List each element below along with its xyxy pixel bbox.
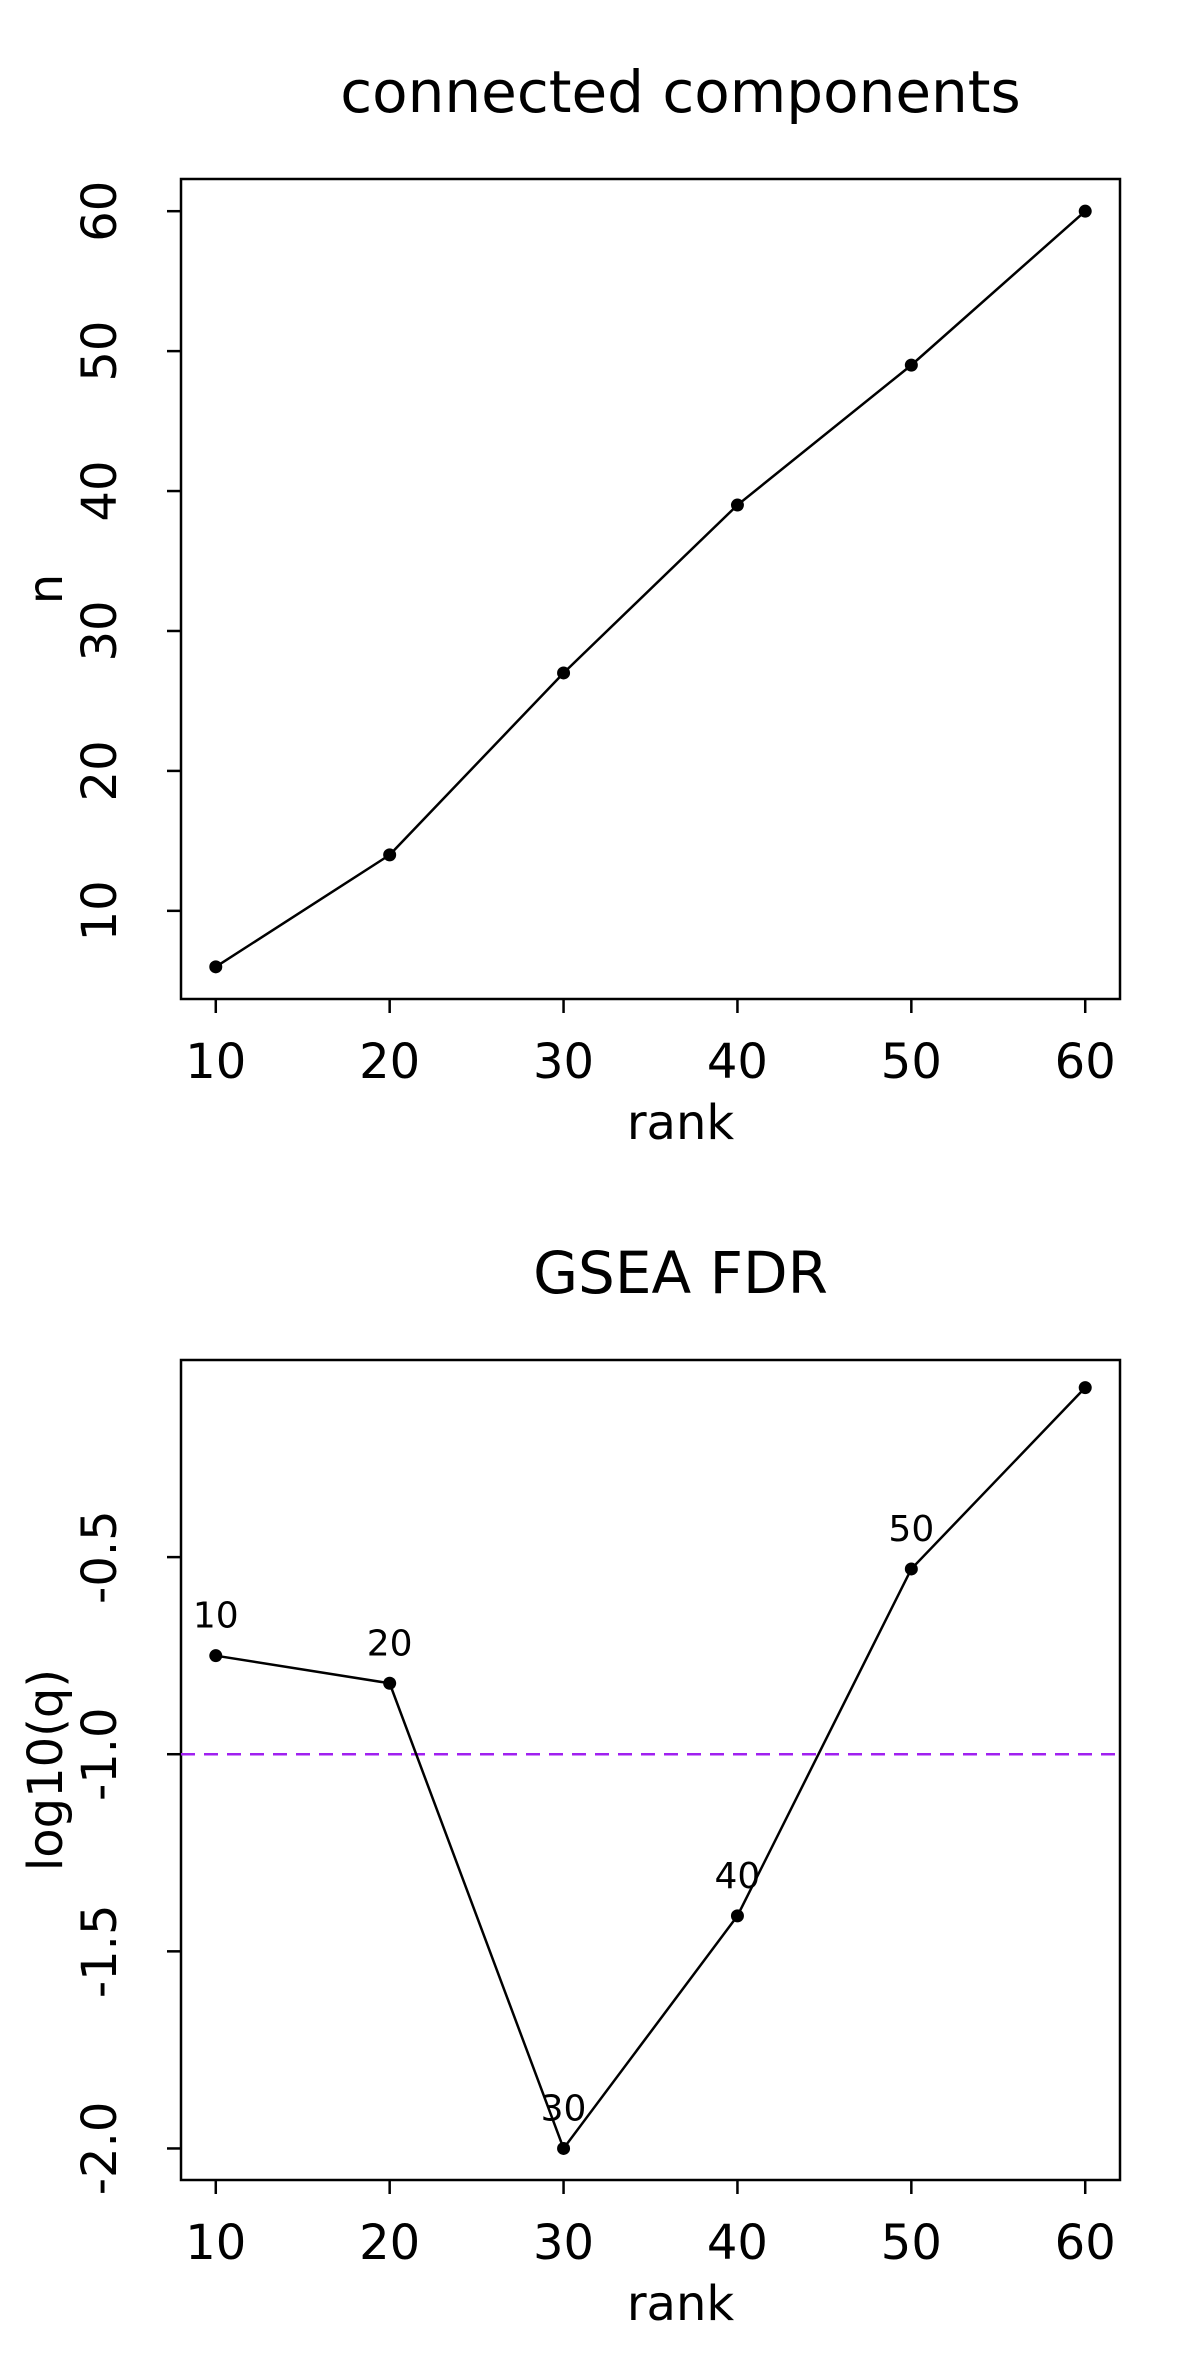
series-line (215, 1386, 1087, 2152)
y-tick-label: 10 (72, 880, 128, 941)
y-axis-label: n (18, 574, 74, 604)
data-point (1078, 1381, 1092, 1395)
y-axis: -2.0 -1.5 -1.0 -0.5 (72, 1510, 181, 2195)
y-tick-label: 50 (72, 321, 128, 382)
data-point (904, 1562, 918, 1576)
y-tick-label: -2.0 (72, 2102, 128, 2196)
y-tick-label: 20 (72, 740, 128, 801)
x-tick-label: 30 (533, 1034, 594, 1090)
y-tick-label: -0.5 (72, 1510, 128, 1604)
chart-panel-2: GSEA FDR 10 20 30 40 50 60 rank -2.0 -1.5 -1.0 -0.5… (18, 1239, 1122, 2332)
x-tick-label: 20 (359, 1034, 420, 1090)
y-tick-label: 30 (72, 600, 128, 661)
chart-title: connected components (340, 58, 1020, 126)
data-point (209, 1649, 223, 1663)
chart-panel-1: connected components 10 20 30 40 50 60 rank 10 20… (18, 58, 1122, 1151)
y-tick-label: 40 (72, 461, 128, 522)
point-label: 30 (541, 2088, 587, 2129)
x-axis-label: rank (627, 2276, 735, 2332)
x-tick-label: 30 (533, 2215, 594, 2271)
data-point (209, 960, 223, 974)
data-point (730, 1909, 744, 1923)
data-point (557, 666, 571, 680)
point-label: 10 (193, 1596, 239, 1637)
x-tick-label: 10 (185, 1034, 246, 1090)
x-axis: 10 20 30 40 50 60 (185, 999, 1116, 1090)
point-label: 20 (367, 1623, 413, 1664)
x-tick-label: 50 (881, 1034, 942, 1090)
x-tick-label: 50 (881, 2215, 942, 2271)
series-line (215, 210, 1087, 968)
x-tick-label: 20 (359, 2215, 420, 2271)
data-point (730, 498, 744, 512)
plot-frame (179, 177, 1122, 1001)
plot-frame (179, 1358, 1122, 2182)
chart-title: GSEA FDR (533, 1239, 828, 1307)
y-axis-label: log10(q) (18, 1669, 74, 1871)
point-label: 50 (888, 1509, 934, 1550)
y-tick-label: 60 (72, 181, 128, 242)
data-point (1078, 204, 1092, 218)
x-axis: 10 20 30 40 50 60 (185, 2180, 1116, 2271)
y-tick-label: -1.5 (72, 1905, 128, 1999)
y-tick-label: -1.0 (72, 1707, 128, 1801)
x-tick-label: 60 (1055, 2215, 1116, 2271)
x-tick-label: 40 (707, 2215, 768, 2271)
data-point (383, 1676, 397, 1690)
x-tick-label: 60 (1055, 1034, 1116, 1090)
x-tick-label: 40 (707, 1034, 768, 1090)
x-axis-label: rank (627, 1095, 735, 1151)
point-label: 40 (715, 1856, 761, 1897)
data-point (904, 358, 918, 372)
y-axis: 10 20 30 40 50 60 (72, 181, 181, 941)
data-point (383, 848, 397, 862)
data-point (557, 2141, 571, 2155)
x-tick-label: 10 (185, 2215, 246, 2271)
